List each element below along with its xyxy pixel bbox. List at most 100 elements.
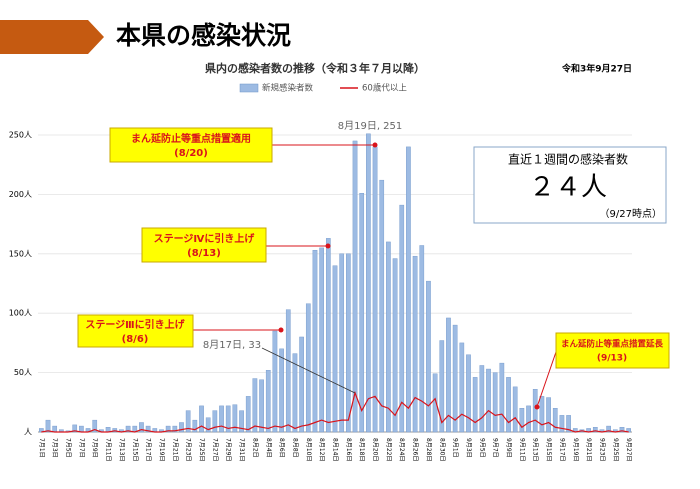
callout-dot	[325, 243, 331, 249]
callout: ステージⅣに引き上げ (8/13)	[141, 227, 267, 263]
callout-dot	[372, 142, 378, 148]
x-tick-label: 7月9日	[91, 438, 98, 458]
bar	[439, 340, 445, 433]
callout-text: (8/13)	[187, 248, 221, 259]
bar	[52, 425, 58, 433]
y-tick-label: 150人	[9, 249, 32, 258]
x-tick-label: 9月23日	[598, 438, 605, 461]
callout-text: (9/13)	[597, 354, 627, 364]
info-title: 直近１週間の感染者数	[508, 152, 628, 167]
bar	[192, 419, 198, 433]
callout-text: (8/20)	[174, 148, 208, 159]
bar	[219, 405, 224, 433]
x-tick-label: 7月17日	[145, 438, 152, 461]
x-tick-label: 9月13日	[532, 438, 539, 461]
bar	[265, 370, 271, 433]
x-tick-label: 9月11日	[518, 438, 525, 461]
bar	[339, 253, 345, 433]
x-tick-label: 7月15日	[131, 438, 138, 461]
point-label: 8月19日, 251	[338, 120, 403, 132]
x-tick-label: 9月27日	[625, 438, 632, 461]
bar	[205, 417, 211, 433]
bar	[352, 140, 358, 433]
x-tick-label: 9月1日	[452, 438, 459, 458]
x-tick-label: 8月24日	[398, 438, 405, 461]
x-tick-label: 8月16日	[345, 438, 352, 461]
bar	[459, 342, 465, 433]
bar	[486, 368, 491, 433]
x-tick-label: 7月25日	[198, 438, 205, 461]
x-tick-label: 8月2日	[251, 438, 258, 458]
bar	[559, 415, 565, 433]
x-tick-label: 8月18日	[358, 438, 365, 461]
bar	[499, 362, 505, 433]
bar	[332, 265, 338, 433]
x-tick-label: 7月1日	[38, 438, 45, 458]
bar	[619, 427, 625, 433]
callout-text: (8/6)	[122, 334, 149, 345]
x-tick-label: 7月29日	[225, 438, 232, 461]
x-tick-label: 7月7日	[78, 438, 85, 458]
bar	[199, 405, 204, 433]
bar	[252, 378, 258, 433]
x-tick-label: 7月31日	[238, 438, 245, 461]
bar	[279, 348, 284, 433]
bar	[386, 241, 391, 433]
bar	[92, 419, 98, 433]
callout-text: ステージⅣに引き上げ	[154, 232, 256, 245]
bar	[305, 303, 311, 433]
bar	[225, 405, 231, 433]
x-tick-label: 8月10日	[305, 438, 312, 461]
callout-box	[141, 227, 267, 263]
x-tick-label: 8月12日	[318, 438, 325, 461]
callout-dot	[534, 404, 540, 410]
callout-dot	[278, 327, 284, 333]
bar	[592, 427, 598, 433]
line	[41, 390, 629, 433]
label-leader	[261, 347, 356, 394]
bar	[406, 146, 411, 433]
legend-swatch	[239, 83, 259, 93]
bar	[272, 330, 278, 433]
callout: まん延防止等重点措置延長 (9/13)	[555, 332, 670, 369]
x-tick-label: 8月4日	[265, 438, 272, 458]
x-tick-label: 8月14日	[332, 438, 339, 461]
callout: ステージⅢに引き上げ (8/6)	[77, 314, 194, 348]
x-tick-label: 9月3日	[465, 438, 472, 458]
bar	[519, 408, 525, 433]
bar	[392, 258, 398, 433]
x-tick-label: 7月27日	[211, 438, 218, 461]
x-tick-label: 8月20日	[372, 438, 379, 461]
x-tick-label: 8月26日	[412, 438, 419, 461]
x-tick-label: 7月11日	[105, 438, 112, 461]
bar	[299, 336, 304, 433]
y-tick-label: 100人	[9, 309, 32, 318]
bar	[139, 422, 144, 433]
legend-label: 新規感染者数	[262, 83, 314, 94]
bar	[312, 250, 318, 433]
y-tick-label: 人	[24, 428, 32, 437]
bar	[492, 372, 498, 433]
chart-date: 令和3年9月27日	[561, 63, 632, 75]
x-tick-label: 9月19日	[572, 438, 579, 461]
info-note: （9/27時点）	[600, 208, 662, 220]
info-box-frame	[473, 146, 667, 224]
bar	[179, 422, 184, 433]
bar	[506, 377, 511, 433]
bar	[479, 365, 485, 433]
callout: まん延防止等重点措置適用 (8/20)	[109, 127, 273, 163]
x-tick-label: 7月3日	[51, 438, 58, 458]
callout-box	[555, 332, 670, 369]
bar	[452, 324, 458, 433]
bar	[185, 410, 191, 433]
bar	[366, 133, 371, 433]
bar	[319, 247, 324, 433]
bar	[466, 354, 471, 433]
x-tick-label: 7月5日	[65, 438, 72, 458]
callout-text: まん延防止等重点措置延長	[561, 339, 664, 350]
x-tick-label: 7月21日	[171, 438, 178, 461]
bar	[325, 238, 331, 433]
bar	[566, 415, 571, 433]
bar	[379, 179, 385, 433]
